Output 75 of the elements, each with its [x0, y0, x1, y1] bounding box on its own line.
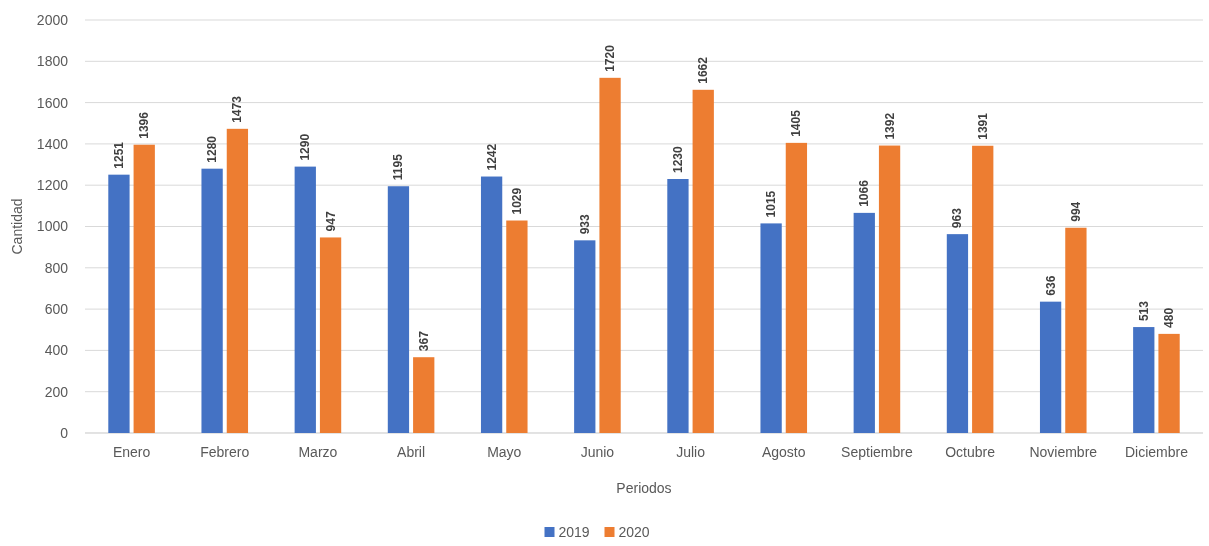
- bar: [1133, 327, 1155, 433]
- data-label: 994: [1068, 201, 1083, 222]
- bar: [294, 166, 316, 433]
- data-label: 367: [416, 330, 431, 352]
- y-tick-label: 1000: [36, 218, 69, 235]
- bar: [692, 89, 714, 433]
- y-tick-label: 1600: [36, 94, 69, 111]
- bar: [480, 176, 503, 433]
- bar: [108, 174, 130, 433]
- x-tick-label: Septiembre: [841, 444, 913, 460]
- y-tick-label: 400: [44, 342, 69, 359]
- x-tick-label: Junio: [580, 444, 615, 460]
- bar: [946, 234, 969, 433]
- bar: [201, 168, 223, 433]
- x-tick-label: Enero: [112, 444, 151, 460]
- y-tick-label: 1200: [36, 177, 69, 194]
- y-tick-label: 0: [60, 424, 69, 441]
- data-label: 1473: [230, 95, 245, 123]
- bar: [878, 145, 901, 433]
- data-label: 1396: [137, 111, 152, 139]
- data-label: 1029: [509, 187, 524, 215]
- y-axis-title: Cantidad: [9, 198, 25, 255]
- data-label: 513: [1136, 300, 1151, 322]
- data-label: 1015: [764, 190, 779, 218]
- y-tick-label: 200: [44, 383, 69, 400]
- y-tick-label: 1400: [36, 135, 69, 152]
- data-label: 933: [577, 213, 592, 235]
- y-tick-label: 1800: [36, 53, 69, 70]
- data-label: 947: [323, 211, 338, 232]
- data-label: 1392: [882, 112, 897, 140]
- data-label: 636: [1043, 275, 1058, 296]
- bar: [599, 77, 621, 433]
- data-label: 1405: [789, 109, 804, 137]
- bar: [760, 223, 782, 433]
- x-tick-label: Noviembre: [1029, 444, 1098, 460]
- legend-label: 2020: [618, 524, 650, 540]
- x-axis-title: Periodos: [616, 480, 672, 496]
- bar: [667, 179, 689, 433]
- y-tick-label: 2000: [36, 11, 69, 28]
- data-label: 1662: [696, 56, 711, 84]
- bar: [972, 145, 994, 433]
- bar: [133, 144, 155, 433]
- bar: [853, 212, 875, 433]
- bar: [785, 142, 808, 433]
- data-label: 1290: [298, 133, 313, 161]
- bar: [387, 186, 410, 433]
- x-tick-label: Marzo: [298, 444, 338, 460]
- bar: [226, 128, 249, 433]
- x-tick-label: Agosto: [761, 444, 806, 460]
- y-tick-label: 600: [44, 301, 69, 317]
- data-label: 1720: [603, 44, 618, 72]
- x-tick-label: Julio: [676, 444, 706, 460]
- data-label: 480: [1162, 307, 1177, 328]
- x-tick-label: Diciembre: [1124, 444, 1189, 460]
- x-tick-label: Mayo: [487, 444, 522, 460]
- x-tick-label: Abril: [397, 444, 426, 460]
- data-label: 1391: [975, 112, 990, 140]
- bar: [574, 240, 596, 433]
- bar: [413, 357, 435, 433]
- x-tick-label: Octubre: [945, 444, 996, 460]
- data-label: 963: [950, 207, 965, 229]
- bar: [1065, 227, 1087, 433]
- bar: [1158, 333, 1180, 433]
- x-tick-label: Febrero: [200, 444, 250, 460]
- data-label: 1195: [391, 153, 406, 181]
- data-label: 1280: [205, 135, 220, 163]
- data-label: 1251: [111, 141, 126, 169]
- data-label: 1230: [670, 145, 685, 174]
- data-label: 1066: [857, 179, 872, 207]
- bar: [506, 220, 528, 433]
- y-tick-label: 800: [44, 259, 69, 276]
- data-label: 1242: [484, 143, 499, 171]
- bar: [1039, 301, 1062, 433]
- legend-label: 2019: [558, 524, 590, 540]
- bar: [319, 237, 342, 433]
